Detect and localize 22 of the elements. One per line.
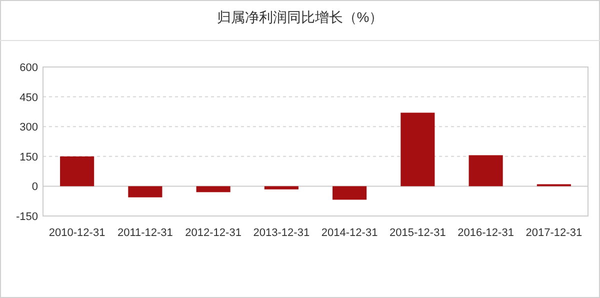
- y-tick-label: -150: [16, 211, 38, 223]
- bar: [332, 186, 367, 200]
- x-tick-label: 2013-12-31: [253, 227, 310, 239]
- chart-title: 归属净利润同比增长（%）: [216, 9, 384, 25]
- y-tick-label: 150: [20, 151, 38, 164]
- x-tick-label: 2012-12-31: [185, 227, 242, 239]
- y-tick-label: 300: [20, 122, 38, 134]
- y-tick-label: 0: [32, 181, 38, 194]
- bar: [196, 186, 230, 192]
- bar: [60, 156, 94, 186]
- bar: [128, 186, 162, 198]
- bar: [264, 186, 298, 190]
- bar: [468, 155, 503, 186]
- y-tick-label: 600: [20, 62, 38, 74]
- x-tick-label: 2017-12-31: [526, 227, 582, 239]
- x-tick-label: 2015-12-31: [390, 227, 446, 239]
- x-tick-label: 2016-12-31: [458, 227, 514, 239]
- y-tick-label: 450: [20, 92, 38, 104]
- x-tick-label: 2011-12-31: [117, 227, 173, 239]
- x-tick-label: 2010-12-31: [48, 227, 106, 239]
- x-tick-label: 2014-12-31: [321, 227, 378, 239]
- bar: [400, 112, 435, 186]
